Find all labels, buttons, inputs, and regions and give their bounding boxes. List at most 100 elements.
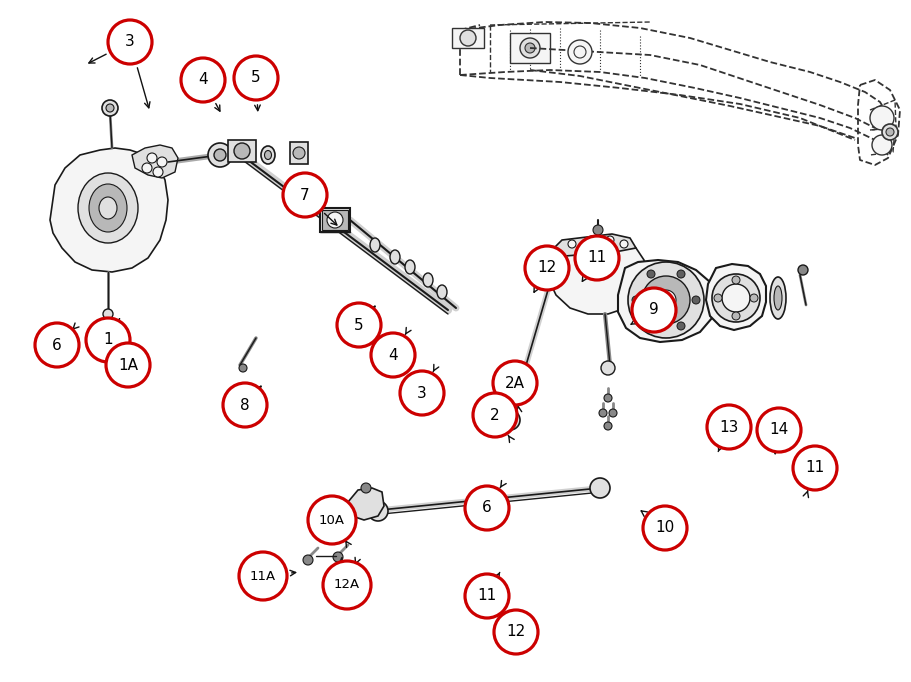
Circle shape <box>525 246 569 290</box>
Text: 11: 11 <box>805 460 824 475</box>
Circle shape <box>293 147 305 159</box>
Circle shape <box>239 364 247 372</box>
Bar <box>452 28 484 48</box>
Text: 11A: 11A <box>250 569 276 582</box>
Circle shape <box>677 322 685 330</box>
Text: 5: 5 <box>251 70 261 85</box>
Circle shape <box>400 371 444 415</box>
Circle shape <box>465 486 509 530</box>
Circle shape <box>181 58 225 102</box>
Circle shape <box>677 270 685 278</box>
Circle shape <box>793 446 837 490</box>
Text: 2A: 2A <box>505 376 525 391</box>
Circle shape <box>590 478 610 498</box>
Circle shape <box>208 143 232 167</box>
Text: 8: 8 <box>241 398 250 413</box>
Circle shape <box>106 343 150 387</box>
Ellipse shape <box>264 151 271 160</box>
Circle shape <box>323 561 371 609</box>
Ellipse shape <box>437 285 447 299</box>
Circle shape <box>494 610 538 654</box>
Circle shape <box>102 100 118 116</box>
Text: 12A: 12A <box>334 578 360 591</box>
Text: 6: 6 <box>52 338 62 353</box>
Polygon shape <box>50 148 168 272</box>
Circle shape <box>106 104 114 112</box>
Text: 10A: 10A <box>319 514 345 527</box>
Circle shape <box>308 496 356 544</box>
Text: 5: 5 <box>354 318 363 333</box>
Circle shape <box>239 552 287 600</box>
Circle shape <box>86 318 130 362</box>
Circle shape <box>333 552 343 562</box>
Circle shape <box>632 288 676 332</box>
Circle shape <box>500 410 520 430</box>
Circle shape <box>568 40 592 64</box>
Bar <box>228 140 256 162</box>
Text: 4: 4 <box>199 72 208 87</box>
Circle shape <box>647 270 655 278</box>
Circle shape <box>601 361 615 375</box>
Circle shape <box>371 333 415 377</box>
Circle shape <box>882 124 898 140</box>
Polygon shape <box>706 264 766 330</box>
Circle shape <box>473 393 517 437</box>
Circle shape <box>722 284 750 312</box>
Circle shape <box>361 483 371 493</box>
Text: 3: 3 <box>125 35 135 50</box>
Circle shape <box>606 236 614 244</box>
Circle shape <box>368 501 388 521</box>
Circle shape <box>214 149 226 161</box>
Text: 6: 6 <box>482 501 492 516</box>
Circle shape <box>757 408 801 452</box>
Polygon shape <box>618 260 716 342</box>
Text: 12: 12 <box>537 261 557 276</box>
Circle shape <box>732 276 740 284</box>
Circle shape <box>588 236 596 244</box>
Polygon shape <box>132 145 178 178</box>
Bar <box>320 208 350 232</box>
Circle shape <box>750 294 758 302</box>
Circle shape <box>872 135 892 155</box>
Circle shape <box>886 128 894 136</box>
Circle shape <box>234 56 278 100</box>
Ellipse shape <box>405 260 415 274</box>
Text: 10: 10 <box>655 520 675 535</box>
Circle shape <box>493 361 537 405</box>
Circle shape <box>108 20 152 64</box>
Circle shape <box>283 173 327 217</box>
Circle shape <box>656 290 676 310</box>
Polygon shape <box>348 488 384 520</box>
Circle shape <box>712 274 760 322</box>
Circle shape <box>327 212 343 228</box>
Text: 4: 4 <box>388 348 398 363</box>
Circle shape <box>147 153 157 163</box>
Ellipse shape <box>99 197 117 219</box>
Circle shape <box>732 312 740 320</box>
Circle shape <box>142 163 152 173</box>
Ellipse shape <box>774 286 782 310</box>
Circle shape <box>642 276 690 324</box>
Text: 9: 9 <box>650 303 659 318</box>
Circle shape <box>460 30 476 46</box>
Ellipse shape <box>770 277 786 319</box>
Circle shape <box>599 409 607 417</box>
Circle shape <box>798 265 808 275</box>
Circle shape <box>692 296 700 304</box>
Ellipse shape <box>89 184 127 232</box>
Circle shape <box>520 38 540 58</box>
Circle shape <box>223 383 267 427</box>
Circle shape <box>303 555 313 565</box>
Text: 11: 11 <box>588 250 607 265</box>
Circle shape <box>714 294 722 302</box>
Text: 11: 11 <box>477 589 496 604</box>
Circle shape <box>643 506 687 550</box>
Circle shape <box>604 422 612 430</box>
Circle shape <box>465 574 509 618</box>
Ellipse shape <box>423 273 433 287</box>
Bar <box>510 33 550 63</box>
Ellipse shape <box>390 250 400 264</box>
Bar <box>290 142 308 164</box>
Text: 1A: 1A <box>118 357 138 372</box>
Circle shape <box>35 323 79 367</box>
